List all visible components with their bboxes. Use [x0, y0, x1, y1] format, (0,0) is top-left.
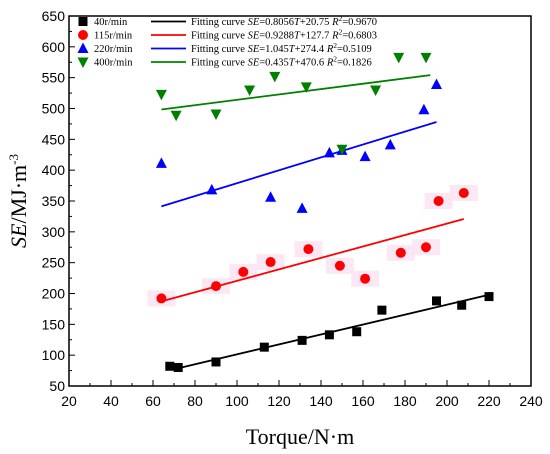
x-tick-label: 180 — [393, 393, 417, 409]
y-tick-label: 350 — [42, 193, 66, 209]
legend-series-name: 220r/min — [94, 44, 133, 55]
legend-fit-equation: Fitting curve SE=1.045T+274.4 R2=0.5109 — [191, 41, 372, 55]
y-tick-label: 600 — [42, 39, 66, 55]
data-point — [457, 300, 467, 310]
data-point — [377, 305, 387, 315]
data-point — [265, 191, 277, 202]
legend-marker — [77, 42, 89, 53]
svg-text:SE/MJ·m-3: SE/MJ·m-3 — [6, 154, 31, 248]
axis-ticks: 20 40 60 80 100 120 140 160 180 200 220 240 50 100 150… — [42, 8, 543, 409]
y-tick-label: 50 — [49, 378, 65, 394]
x-tick-label: 140 — [309, 393, 333, 409]
data-point — [269, 71, 281, 83]
data-point — [336, 144, 348, 156]
y-tick-label: 100 — [42, 347, 66, 363]
data-point — [155, 157, 167, 168]
legend-fit-equation: Fitting curve SE=0.9288T+127.7 R2=0.6803 — [191, 28, 377, 42]
legend-series-name: 40r/min — [94, 17, 128, 28]
x-tick-label: 100 — [225, 393, 249, 409]
legend-series-name: 115r/min — [94, 31, 133, 42]
y-tick-label: 650 — [42, 8, 66, 24]
legend-marker — [78, 30, 88, 40]
data-point — [359, 150, 371, 162]
data-point — [431, 78, 442, 89]
data-point — [244, 85, 256, 96]
data-point — [418, 103, 430, 115]
data-point — [395, 247, 406, 258]
data-point — [352, 327, 362, 337]
y-axis-title-exponent: -3 — [6, 154, 21, 165]
data-point — [296, 202, 308, 213]
x-tick-label: 240 — [519, 393, 543, 409]
x-axis-title: Torque/N·m — [246, 424, 354, 449]
y-axis-title-unit: /MJ·m — [6, 165, 31, 224]
legend-fit-equation: Fitting curve SE=0.8056T+20.75 R2=0.9670 — [191, 14, 377, 28]
data-point — [300, 82, 312, 93]
data-point — [156, 293, 167, 304]
x-tick-label: 200 — [435, 393, 459, 409]
data-point — [393, 52, 405, 64]
x-tick-label: 60 — [145, 393, 161, 409]
plot-area-frame — [68, 15, 532, 387]
data-point — [238, 266, 249, 277]
data-point — [211, 281, 221, 292]
legend-fit-equation: Fitting curve SE=0.435T+470.6 R2=0.1826 — [191, 55, 372, 69]
legend-marker — [78, 17, 88, 26]
y-tick-label: 250 — [42, 255, 66, 271]
fit-line — [161, 74, 431, 111]
data-point — [421, 242, 431, 253]
data-point — [484, 292, 494, 302]
data-point — [384, 138, 396, 150]
data-point — [433, 196, 444, 206]
x-tick-label: 160 — [351, 393, 375, 409]
data-point — [165, 361, 175, 371]
y-tick-label: 550 — [42, 70, 66, 86]
y-tick-label: 200 — [42, 286, 66, 302]
y-axis-title-symbol: SE — [6, 223, 31, 248]
legend-series-name: 400r/min — [94, 58, 133, 69]
y-tick-label: 300 — [42, 224, 66, 240]
data-point — [303, 244, 314, 255]
data-point — [206, 183, 218, 195]
data-point — [324, 330, 334, 340]
fit-line — [161, 121, 437, 208]
y-tick-label: 450 — [42, 131, 66, 147]
data-point — [458, 187, 469, 198]
data-point — [210, 109, 222, 121]
data-point — [370, 85, 382, 96]
y-tick-label: 500 — [42, 101, 66, 117]
data-point — [265, 257, 276, 268]
data-point — [420, 52, 432, 64]
data-point — [155, 89, 167, 101]
y-tick-label: 400 — [42, 162, 66, 178]
x-tick-label: 80 — [187, 393, 203, 409]
data-point — [334, 260, 345, 271]
x-tick-label: 40 — [103, 393, 119, 409]
x-tick-label: 120 — [267, 393, 291, 409]
x-tick-label: 220 — [477, 393, 501, 409]
data-point — [211, 357, 221, 367]
fit-lines — [161, 74, 490, 371]
x-tick-label: 20 — [61, 393, 77, 409]
data-point — [173, 363, 183, 372]
y-axis-title: SE/MJ·m-3 — [6, 154, 31, 248]
legend-marker — [77, 57, 89, 68]
data-point — [360, 273, 371, 284]
data-point — [323, 146, 335, 158]
data-point — [259, 342, 269, 352]
y-tick-label: 150 — [42, 316, 66, 332]
data-point — [297, 335, 307, 345]
data-points — [155, 52, 494, 372]
data-point — [432, 296, 441, 306]
legend: 40r/min Fitting curve SE=0.8056T+20.75 R2… — [77, 14, 377, 69]
data-point — [170, 110, 182, 122]
fit-line — [161, 218, 465, 303]
